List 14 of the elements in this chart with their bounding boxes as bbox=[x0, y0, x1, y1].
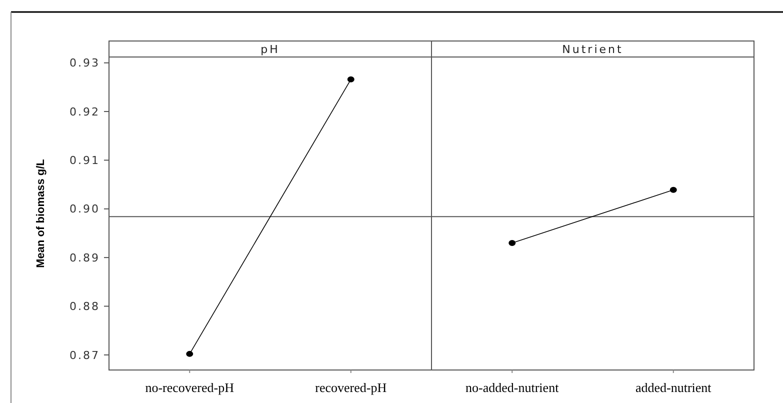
y-tick-label: 0.91 bbox=[70, 154, 100, 168]
y-tick-label: 0.90 bbox=[70, 202, 100, 216]
chart-title: pH bbox=[260, 43, 280, 56]
x-tick-label: no-recovered-pH bbox=[145, 380, 234, 395]
x-tick-label: recovered-pH bbox=[315, 380, 387, 395]
y-tick-label: 0.92 bbox=[70, 105, 100, 118]
x-tick-label: no-added-nutrient bbox=[466, 380, 560, 395]
y-tick-label: 0.87 bbox=[70, 348, 100, 362]
x-tick-label: added-nutrient bbox=[635, 380, 712, 395]
y-tick-label: 0.93 bbox=[70, 56, 100, 70]
y-axis-title: Mean of biomass g/L bbox=[35, 158, 47, 268]
y-tick-label: 0.88 bbox=[70, 300, 100, 314]
chart-title: Nutrient bbox=[562, 43, 624, 56]
y-tick-label: 0.89 bbox=[70, 251, 100, 264]
